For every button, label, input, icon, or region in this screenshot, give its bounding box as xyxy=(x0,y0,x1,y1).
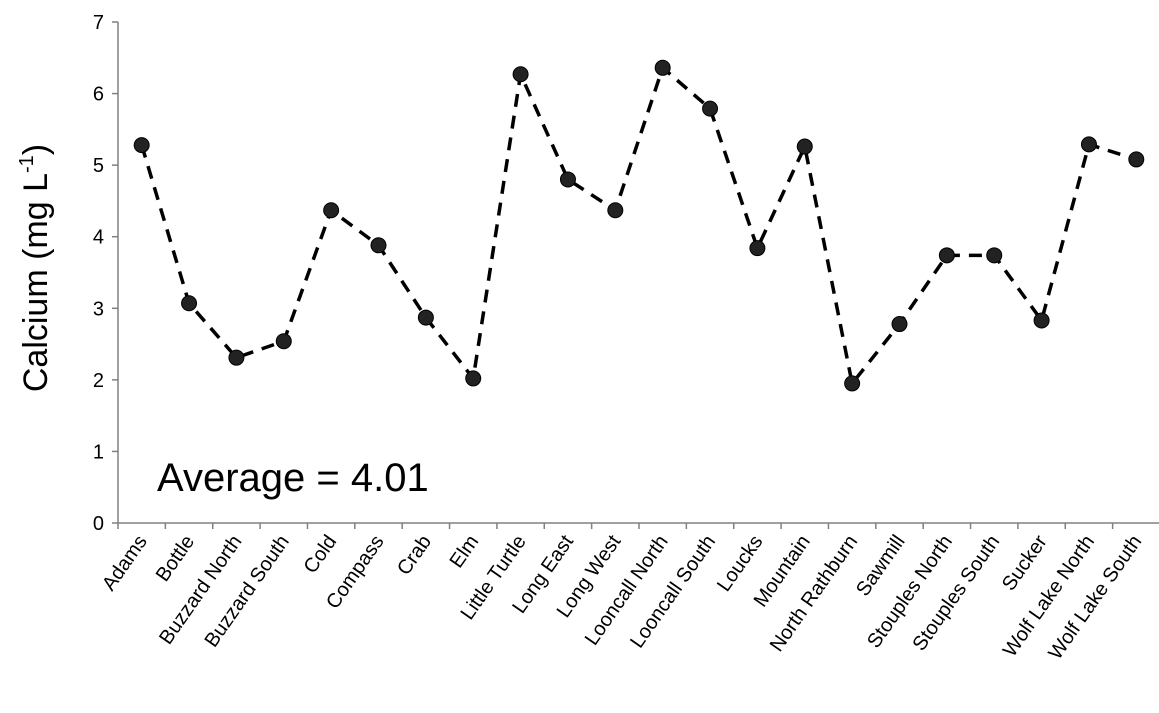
data-point xyxy=(891,316,908,333)
y-axis-title: Calcium (mg L-1) xyxy=(16,144,55,392)
average-annotation: Average = 4.01 xyxy=(157,456,429,500)
y-tick-label: 6 xyxy=(93,84,104,106)
x-tick-label: Stouples South xyxy=(908,531,1004,655)
data-point xyxy=(133,137,150,154)
data-point xyxy=(228,349,245,366)
series-line xyxy=(140,64,1137,388)
y-tick-label: 0 xyxy=(93,513,104,535)
data-point xyxy=(1080,136,1097,153)
data-point xyxy=(986,247,1003,264)
y-tick-label: 2 xyxy=(93,370,104,392)
y-tick-label: 5 xyxy=(93,155,104,177)
data-point xyxy=(749,240,766,257)
data-point xyxy=(512,66,529,83)
x-tick-label: Buzzard South xyxy=(201,531,294,651)
x-tick-label: Looncall South xyxy=(626,531,720,652)
data-point xyxy=(370,237,387,254)
data-point xyxy=(796,138,813,155)
data-point xyxy=(181,295,198,312)
y-axis-title-superscript: -1 xyxy=(16,155,38,173)
y-tick-label: 1 xyxy=(93,441,104,463)
y-axis-title-main: Calcium (mg L xyxy=(17,173,55,392)
y-tick-label: 7 xyxy=(93,12,104,34)
x-tick-label: Bottle xyxy=(152,531,199,586)
data-point xyxy=(275,333,292,350)
y-axis-title-close: ) xyxy=(17,144,55,155)
data-point xyxy=(559,171,576,188)
y-tick-label: 4 xyxy=(93,227,104,249)
x-tick-label: Elm xyxy=(446,531,484,572)
data-point xyxy=(938,247,955,264)
x-tick-label: Adams xyxy=(98,531,152,595)
y-ticks: 0 1 2 3 4 5 6 7 xyxy=(93,12,118,535)
data-point xyxy=(654,59,671,76)
x-tick-label: Crab xyxy=(393,531,436,579)
x-tick-label: Cold xyxy=(300,531,342,577)
data-point xyxy=(323,202,340,219)
data-point xyxy=(1033,312,1050,329)
data-point xyxy=(702,100,719,117)
axes xyxy=(117,22,1159,524)
y-tick-label: 3 xyxy=(93,298,104,320)
x-tick-label: North Rathburn xyxy=(766,531,862,656)
data-point xyxy=(1128,151,1145,168)
data-point xyxy=(417,309,434,326)
data-point xyxy=(844,375,861,392)
series-layer xyxy=(133,59,1145,392)
data-point xyxy=(465,370,482,387)
data-point xyxy=(607,202,624,219)
